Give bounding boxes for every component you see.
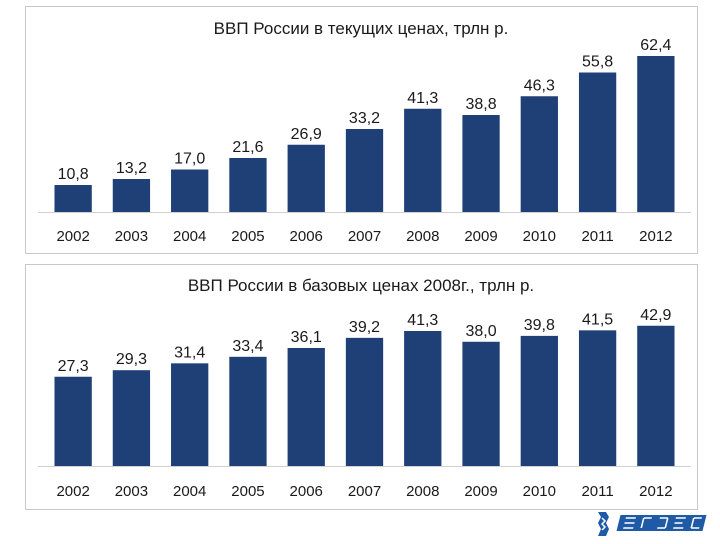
bar-2007	[345, 337, 384, 466]
bar-2012	[637, 325, 675, 466]
bar-2011	[578, 72, 617, 212]
bar-2009	[462, 341, 500, 466]
data-label-2007: 33,2	[349, 110, 380, 127]
data-label-2004: 17,0	[174, 151, 205, 168]
chart-title: ВВП России в текущих ценах, трлн р.	[214, 19, 509, 38]
chart-title: ВВП России в базовых ценах 2008г., трлн …	[188, 276, 534, 295]
data-label-2011: 41,5	[582, 311, 613, 328]
bar-2008	[404, 330, 442, 466]
bar-2003	[112, 370, 151, 466]
x-tick-label-2003: 2003	[115, 483, 148, 500]
x-tick-label-2012: 2012	[639, 228, 672, 245]
x-tick-label-2005: 2005	[231, 228, 264, 245]
data-label-2011: 55,8	[582, 54, 613, 71]
bar-2007	[345, 129, 384, 212]
chart-panel-base-prices: ВВП России в базовых ценах 2008г., трлн …	[25, 264, 698, 510]
x-tick-label-2008: 2008	[406, 228, 439, 245]
x-tick-label-2002: 2002	[56, 228, 89, 245]
bar-2005	[229, 158, 267, 212]
x-tick-label-2009: 2009	[464, 483, 497, 500]
x-tick-label-2009: 2009	[464, 228, 497, 245]
x-tick-label-2003: 2003	[115, 228, 148, 245]
data-label-2004: 31,4	[174, 344, 205, 361]
bar-2004	[171, 363, 209, 466]
data-label-2003: 29,3	[116, 351, 147, 368]
bar-2009	[462, 115, 500, 212]
x-tick-label-2008: 2008	[406, 483, 439, 500]
university-logo	[594, 509, 714, 539]
x-tick-label-2006: 2006	[290, 228, 323, 245]
data-label-2010: 39,8	[524, 317, 555, 334]
data-label-2006: 26,9	[291, 126, 322, 143]
data-label-2009: 38,0	[465, 323, 496, 340]
x-tick-label-2004: 2004	[173, 483, 206, 500]
x-tick-label-2011: 2011	[581, 228, 613, 245]
bar-2005	[229, 356, 267, 466]
data-label-2012: 42,9	[640, 307, 671, 324]
bar-chart-current-prices: ВВП России в текущих ценах, трлн р. 10,8…	[38, 19, 691, 245]
data-label-2002: 10,8	[58, 166, 89, 183]
x-tick-label-2004: 2004	[173, 228, 206, 245]
bar-2004	[171, 169, 209, 212]
x-tick-label-2002: 2002	[56, 483, 89, 500]
bar-2002	[54, 185, 92, 212]
data-label-2006: 36,1	[291, 329, 322, 346]
data-label-2008: 41,3	[407, 312, 438, 329]
logo-emblem-icon	[598, 512, 707, 536]
data-label-2002: 27,3	[58, 358, 89, 375]
bar-2003	[112, 179, 151, 212]
data-label-2010: 46,3	[524, 77, 555, 94]
x-tick-label-2006: 2006	[290, 483, 323, 500]
data-label-2007: 39,2	[349, 319, 380, 336]
x-tick-label-2012: 2012	[639, 483, 672, 500]
x-tick-label-2005: 2005	[231, 483, 264, 500]
x-tick-label-2010: 2010	[523, 483, 556, 500]
bar-2011	[578, 330, 617, 466]
bar-2006	[287, 347, 325, 466]
bar-2006	[287, 144, 325, 212]
bar-chart-base-prices: ВВП России в базовых ценах 2008г., трлн …	[38, 276, 691, 500]
x-tick-label-2007: 2007	[348, 483, 381, 500]
data-label-2005: 33,4	[232, 338, 263, 355]
x-tick-label-2011: 2011	[581, 483, 613, 500]
bar-2002	[54, 376, 92, 466]
x-tick-label-2007: 2007	[348, 228, 381, 245]
data-label-2009: 38,8	[465, 96, 496, 113]
x-tick-label-2010: 2010	[523, 228, 556, 245]
bar-2008	[404, 108, 442, 212]
data-label-2005: 21,6	[232, 139, 263, 156]
bar-2012	[637, 56, 675, 212]
bar-2010	[520, 335, 558, 466]
chart-panel-current-prices: ВВП России в текущих ценах, трлн р. 10,8…	[25, 6, 698, 254]
data-label-2008: 41,3	[407, 90, 438, 107]
data-label-2012: 62,4	[640, 37, 671, 54]
data-label-2003: 13,2	[116, 160, 147, 177]
bar-2010	[520, 96, 558, 212]
